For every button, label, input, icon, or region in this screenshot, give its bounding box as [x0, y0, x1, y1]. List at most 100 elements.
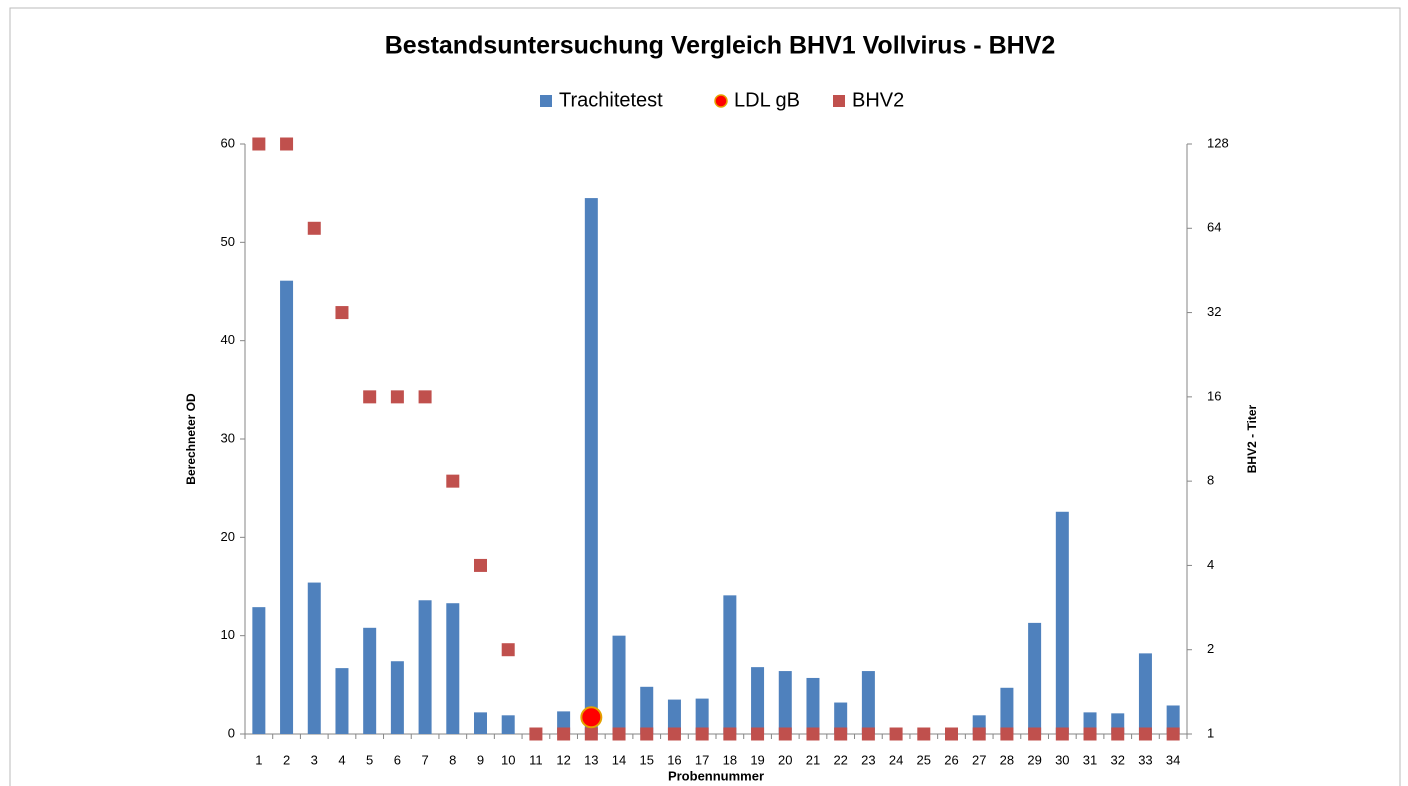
- square-marker: [723, 727, 737, 741]
- square-marker: [640, 727, 654, 741]
- square-marker: [1083, 727, 1097, 741]
- bar: [390, 661, 404, 734]
- y-tick-label: 30: [221, 430, 235, 445]
- bar: [252, 607, 266, 734]
- x-tick-label: 28: [1000, 752, 1014, 767]
- x-tick-label: 24: [889, 752, 903, 767]
- square-marker: [1166, 727, 1180, 741]
- square-marker: [529, 727, 543, 741]
- square-marker: [1000, 727, 1014, 741]
- x-tick-label: 29: [1027, 752, 1041, 767]
- y2-axis-label: BHV2 - Titer: [1245, 404, 1259, 473]
- bar: [418, 600, 432, 734]
- square-marker: [751, 727, 765, 741]
- y2-tick-label: 16: [1207, 388, 1221, 403]
- bar: [1028, 622, 1042, 734]
- x-tick-label: 19: [750, 752, 764, 767]
- x-tick-label: 21: [806, 752, 820, 767]
- square-marker: [307, 221, 321, 235]
- x-tick-label: 12: [556, 752, 570, 767]
- bar: [667, 699, 681, 734]
- x-tick-label: 13: [584, 752, 598, 767]
- x-axis-label: Probennummer: [668, 768, 764, 783]
- square-marker: [778, 727, 792, 741]
- x-tick-label: 2: [283, 752, 290, 767]
- square-marker: [418, 390, 432, 404]
- x-tick-label: 1: [255, 752, 262, 767]
- y-tick-label: 0: [228, 725, 235, 740]
- x-tick-label: 16: [667, 752, 681, 767]
- bar: [834, 702, 848, 734]
- y-axis-label: Berechneter OD: [184, 393, 198, 485]
- bar: [861, 671, 875, 734]
- x-tick-label: 34: [1166, 752, 1180, 767]
- y2-tick-label: 8: [1207, 473, 1214, 488]
- square-marker: [1055, 727, 1069, 741]
- square-marker: [945, 727, 958, 741]
- bar: [778, 671, 792, 734]
- chart-title: Bestandsuntersuchung Vergleich BHV1 Voll…: [385, 32, 1056, 60]
- legend-marker: [833, 95, 845, 107]
- square-marker: [1111, 727, 1125, 741]
- square-marker: [806, 727, 820, 741]
- square-marker: [363, 390, 377, 404]
- y2-tick-label: 32: [1207, 304, 1221, 319]
- square-marker: [667, 727, 681, 741]
- x-tick-label: 18: [723, 752, 737, 767]
- square-marker: [612, 727, 626, 741]
- x-tick-label: 4: [338, 752, 345, 767]
- y2-tick-label: 1: [1207, 725, 1214, 740]
- legend-label: LDL gB: [734, 89, 800, 111]
- bar: [307, 582, 321, 734]
- y-tick-label: 10: [221, 627, 235, 642]
- square-marker: [501, 643, 515, 657]
- x-tick-label: 15: [640, 752, 654, 767]
- chart-frame: [9, 7, 1401, 786]
- x-tick-label: 8: [449, 752, 456, 767]
- square-marker: [474, 558, 487, 572]
- x-tick-label: 27: [972, 752, 986, 767]
- bar: [806, 677, 820, 734]
- x-tick-label: 5: [366, 752, 373, 767]
- y2-tick-label: 4: [1207, 557, 1214, 572]
- y-tick-label: 60: [221, 135, 235, 150]
- square-marker: [1138, 727, 1152, 741]
- x-tick-label: 7: [421, 752, 428, 767]
- bar: [474, 712, 487, 734]
- x-tick-label: 20: [778, 752, 792, 767]
- x-tick-label: 33: [1138, 752, 1152, 767]
- y-tick-label: 50: [221, 234, 235, 249]
- y-tick-label: 40: [221, 332, 235, 347]
- square-marker: [972, 727, 986, 741]
- x-tick-label: 31: [1083, 752, 1097, 767]
- square-marker: [861, 727, 875, 741]
- x-tick-label: 23: [861, 752, 875, 767]
- bar: [501, 715, 515, 734]
- x-tick-label: 3: [311, 752, 318, 767]
- bar: [1166, 705, 1180, 734]
- legend-marker: [540, 95, 552, 107]
- legend-label: BHV2: [852, 89, 904, 111]
- y2-tick-label: 128: [1207, 135, 1229, 150]
- bar: [446, 603, 460, 734]
- x-tick-label: 22: [833, 752, 847, 767]
- bar: [1000, 687, 1014, 734]
- x-tick-label: 11: [529, 752, 543, 767]
- bar: [1138, 653, 1152, 734]
- square-marker: [252, 137, 266, 151]
- x-tick-label: 6: [394, 752, 401, 767]
- square-marker: [584, 727, 598, 741]
- y-tick-label: 20: [221, 529, 235, 544]
- x-tick-label: 14: [612, 752, 626, 767]
- square-marker: [889, 727, 903, 741]
- y2-tick-label: 64: [1207, 220, 1221, 235]
- bar: [640, 686, 654, 734]
- bar: [695, 698, 709, 734]
- square-marker: [446, 474, 460, 488]
- square-marker: [834, 727, 848, 741]
- x-tick-label: 26: [944, 752, 958, 767]
- square-marker: [917, 727, 931, 741]
- bar: [584, 198, 598, 735]
- bar: [751, 667, 765, 734]
- x-tick-label: 30: [1055, 752, 1069, 767]
